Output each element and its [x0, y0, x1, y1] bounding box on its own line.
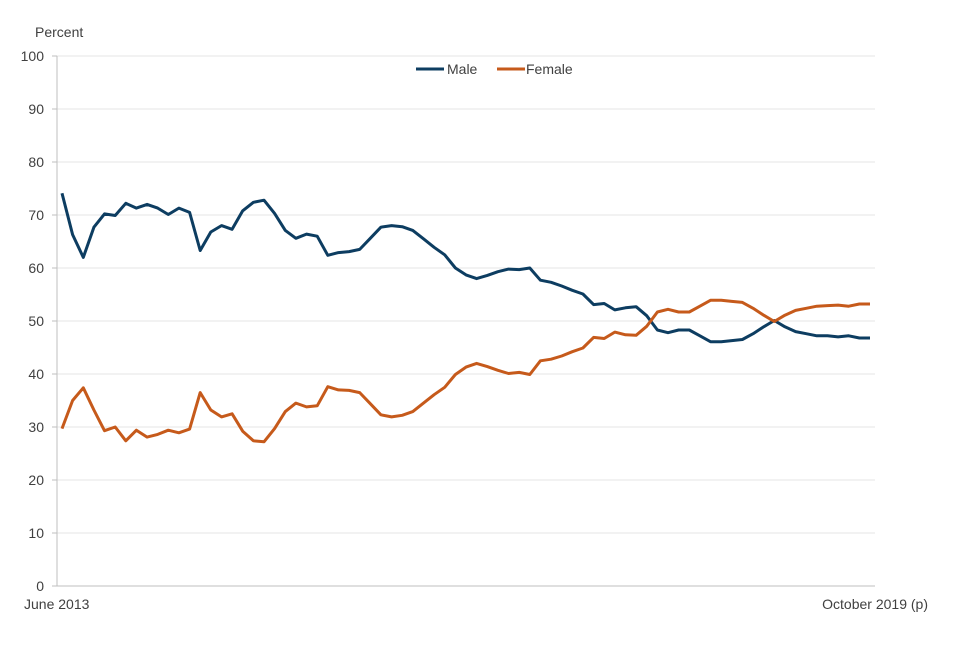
legend-female-label: Female: [526, 61, 573, 77]
y-axis-title: Percent: [35, 24, 83, 40]
y-tick-label-80: 80: [28, 154, 44, 170]
y-tick-label-90: 90: [28, 101, 44, 117]
legend-male-label: Male: [447, 61, 478, 77]
y-tick-label-60: 60: [28, 260, 44, 276]
x-axis-end-label: October 2019 (p): [822, 596, 928, 612]
y-tick-label-10: 10: [28, 525, 44, 541]
y-tick-label-30: 30: [28, 419, 44, 435]
y-tick-label-50: 50: [28, 313, 44, 329]
series-line-male: [60, 192, 870, 344]
y-tick-label-0: 0: [36, 578, 44, 594]
y-tick-label-70: 70: [28, 207, 44, 223]
legend: Male Female: [416, 61, 573, 77]
y-tick-label-20: 20: [28, 472, 44, 488]
series-line-female: [60, 298, 870, 444]
x-axis-start-label: June 2013: [24, 596, 90, 612]
axes: 0 10 20 30 40 50 60 70 80 90 100: [21, 48, 875, 594]
y-tick-label-40: 40: [28, 366, 44, 382]
gridlines: [57, 55, 875, 534]
series-lines: [60, 192, 870, 444]
y-tick-label-100: 100: [21, 48, 45, 64]
